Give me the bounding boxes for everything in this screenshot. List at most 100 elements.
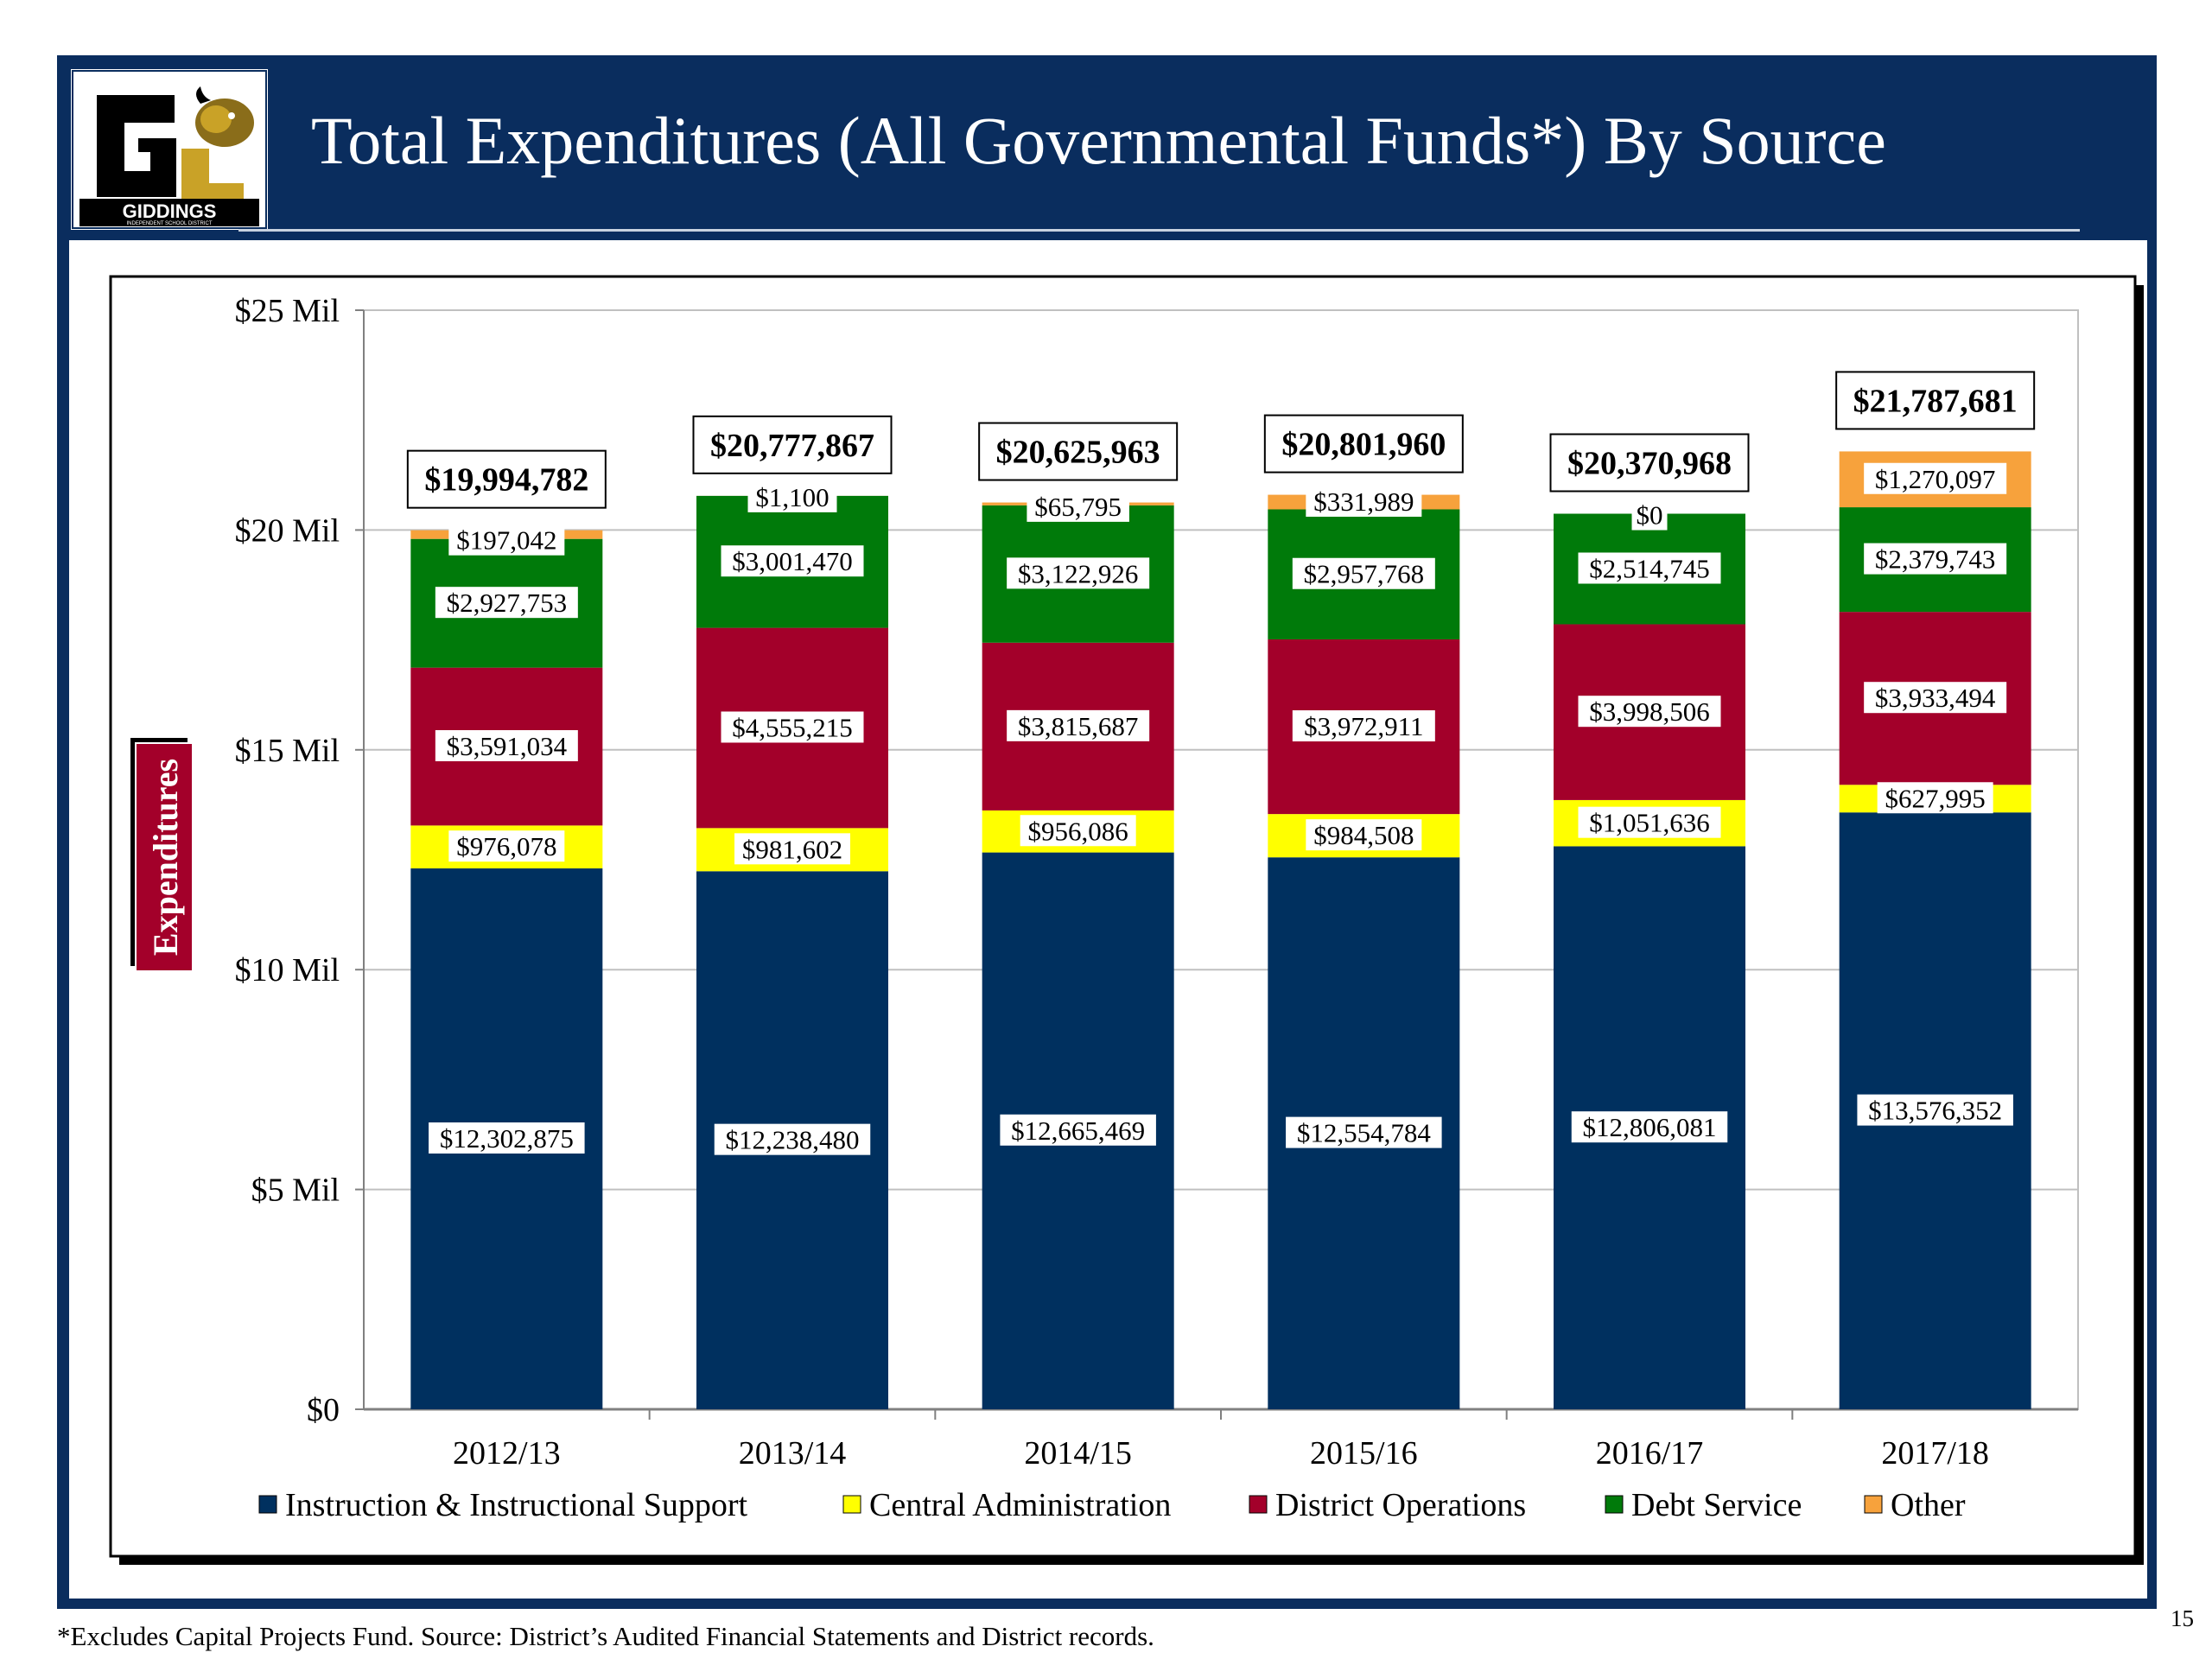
data-label: $1,100 — [755, 482, 829, 512]
data-label: $3,122,926 — [1018, 558, 1139, 588]
y-tick-label: $25 Mil — [235, 293, 340, 329]
total-label: $20,777,867 — [710, 428, 874, 464]
total-label: $20,801,960 — [1281, 427, 1446, 463]
y-tick-label: $0 — [307, 1392, 340, 1428]
legend-label: Instruction & Instructional Support — [285, 1487, 748, 1523]
data-label: $981,602 — [742, 834, 842, 864]
legend-swatch — [842, 1495, 861, 1514]
data-label-bg — [1292, 557, 1435, 589]
legend-label: Other — [1891, 1487, 1966, 1523]
data-label: $0 — [1637, 500, 1663, 531]
y-axis-title: Expenditures — [146, 759, 185, 956]
total-label: $21,787,681 — [1853, 383, 2018, 419]
slide-title: Total Expenditures (All Governmental Fun… — [311, 103, 1886, 178]
data-label-bg — [429, 1122, 585, 1154]
legend-swatch — [258, 1495, 277, 1514]
data-label-bg — [1292, 710, 1435, 742]
data-label: $12,554,784 — [1297, 1118, 1432, 1148]
total-label: $20,625,963 — [996, 435, 1160, 471]
total-label-box — [1549, 433, 1750, 493]
legend-swatch — [1864, 1495, 1883, 1514]
data-label: $12,806,081 — [1583, 1112, 1717, 1142]
x-category-label: 2016/17 — [1596, 1435, 1704, 1471]
data-label-bg — [714, 1123, 871, 1155]
legend-label: Debt Service — [1631, 1487, 1802, 1523]
data-label: $2,379,743 — [1875, 544, 1996, 575]
x-category-label: 2012/13 — [453, 1435, 561, 1471]
y-axis-title-group: Expenditures — [130, 738, 194, 972]
data-label-bg — [1877, 782, 1993, 814]
data-label-bg — [1578, 696, 1721, 728]
data-label: $956,086 — [1028, 816, 1128, 846]
data-label: $3,972,911 — [1304, 711, 1423, 741]
data-label-bg — [448, 830, 565, 862]
data-label: $13,576,352 — [1868, 1096, 2002, 1126]
data-label-bg — [435, 587, 578, 619]
stacked-bar-chart: $0 $5 Mil $10 Mil $15 Mil $20 Mil $25 Mil Expe… — [109, 275, 2144, 1565]
x-category-label: 2013/14 — [739, 1435, 847, 1471]
data-label-bg — [1007, 709, 1150, 741]
data-label: $197,042 — [456, 525, 556, 556]
data-label: $3,001,470 — [732, 546, 853, 576]
data-label-bg — [435, 730, 578, 762]
data-label-bg — [448, 524, 565, 556]
data-label-bg — [1864, 543, 2007, 575]
data-label-bg — [721, 711, 864, 743]
data-label-bg — [1631, 499, 1668, 531]
data-label: $2,957,768 — [1304, 559, 1425, 589]
total-label-box — [406, 449, 607, 509]
data-label-bg — [1306, 486, 1422, 518]
data-label-bg — [1286, 1116, 1442, 1148]
legend-swatch — [1249, 1495, 1268, 1514]
data-label: $4,555,215 — [732, 712, 853, 742]
logo-text: GIDDINGS — [123, 200, 217, 222]
data-label: $2,514,745 — [1589, 554, 1710, 584]
data-label-bg — [1864, 682, 2007, 714]
logo-subtext: INDEPENDENT SCHOOL DISTRICT — [126, 221, 212, 226]
data-label: $984,508 — [1313, 820, 1414, 850]
data-label: $3,998,506 — [1589, 696, 1710, 727]
x-category-label: 2014/15 — [1024, 1435, 1132, 1471]
total-label-box — [978, 422, 1179, 481]
total-label-box — [692, 415, 893, 474]
data-label-bg — [1578, 552, 1721, 584]
data-label-bg — [747, 480, 837, 512]
data-label-bg — [1571, 1111, 1728, 1143]
data-label-bg — [1857, 1094, 2013, 1126]
data-label-bg — [1007, 557, 1150, 589]
data-label: $976,078 — [456, 831, 556, 861]
data-label: $331,989 — [1313, 486, 1414, 517]
data-label: $12,665,469 — [1011, 1116, 1145, 1146]
data-label: $3,933,494 — [1875, 683, 1996, 713]
data-label: $627,995 — [1885, 783, 1986, 813]
data-label: $2,927,753 — [447, 588, 568, 618]
content-panel: $0 $5 Mil $10 Mil $15 Mil $20 Mil $25 Mil Expe… — [69, 240, 2147, 1599]
page-number: 15 — [2171, 1605, 2194, 1631]
data-label-bg — [1306, 819, 1422, 851]
data-label-bg — [1027, 490, 1129, 522]
data-label: $1,270,097 — [1875, 464, 1996, 494]
total-label-box — [1263, 414, 1464, 474]
total-label: $20,370,968 — [1567, 446, 1732, 482]
data-label: $65,795 — [1034, 492, 1122, 522]
total-label: $19,994,782 — [424, 462, 588, 499]
x-category-label: 2015/16 — [1310, 1435, 1418, 1471]
y-tick-label: $20 Mil — [235, 512, 340, 549]
header-divider — [238, 229, 2080, 232]
data-label: $12,302,875 — [440, 1123, 574, 1154]
data-label: $3,591,034 — [447, 731, 568, 761]
data-label: $12,238,480 — [726, 1125, 860, 1155]
data-label: $1,051,636 — [1589, 808, 1710, 838]
legend-label: Central Administration — [869, 1487, 1171, 1523]
footnote: *Excludes Capital Projects Fund. Source:… — [57, 1621, 1154, 1651]
data-label-bg — [721, 545, 864, 577]
data-label-bg — [734, 833, 850, 865]
legend-label: District Operations — [1275, 1487, 1526, 1523]
total-label-box — [1835, 371, 2036, 430]
y-axis-title-box — [135, 742, 194, 972]
y-tick-label: $5 Mil — [251, 1173, 340, 1209]
data-label-bg — [1578, 806, 1721, 838]
x-category-label: 2017/18 — [1881, 1435, 1989, 1471]
data-label-bg — [1020, 815, 1136, 847]
district-logo: GIDDINGS INDEPENDENT SCHOOL DISTRICT — [71, 69, 268, 230]
